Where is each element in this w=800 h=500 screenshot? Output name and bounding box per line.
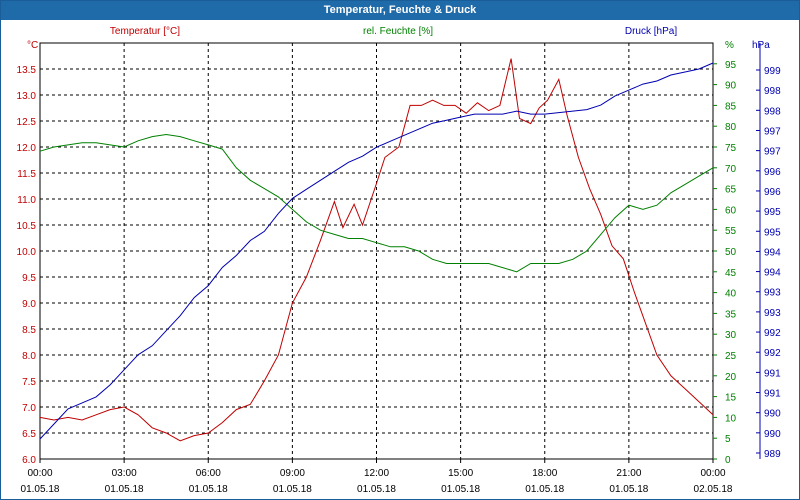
humidity-tick-label: 25 (725, 351, 737, 362)
pressure-tick-label: 998 (764, 106, 781, 117)
temperature-tick-label: 12.0 (17, 143, 37, 154)
time-tick-label: 21:00 (616, 468, 641, 479)
temperature-tick-label: 11.0 (17, 195, 36, 206)
temperature-tick-label: 13.0 (17, 91, 37, 102)
humidity-tick-label: 95 (725, 60, 737, 71)
temperature-tick-label: 12.5 (17, 117, 37, 128)
pressure-tick-label: 991 (764, 389, 781, 400)
humidity-tick-label: 5 (725, 434, 731, 445)
legend-pressure: Druck [hPa] (625, 26, 677, 37)
pressure-tick-label: 997 (764, 147, 781, 158)
humidity-tick-label: 15 (725, 393, 737, 404)
pressure-tick-label: 997 (764, 126, 781, 137)
temperature-axis: 6.0 6.5 7.0 7.5 8.0 8.5 9.0 9.5 10.0 10.5 11.0 11.5… (17, 65, 37, 466)
pressure-series-line (39, 62, 714, 440)
date-tick-label: 01.05.18 (189, 484, 228, 495)
pressure-tick-label: 990 (764, 409, 781, 420)
temperature-tick-label: 10.0 (17, 247, 37, 258)
date-tick-label: 01.05.18 (21, 484, 60, 495)
pressure-tick-label: 994 (764, 268, 781, 279)
humidity-tick-label: 60 (725, 205, 737, 216)
humidity-tick-label: 85 (725, 101, 737, 112)
humidity-tick-label: 80 (725, 122, 737, 133)
temperature-tick-label: 8.5 (22, 325, 36, 336)
humidity-axis: 0 5 10 15 20 25 30 35 40 45 50 55 60 65 70 75 80 85 90 95 (713, 60, 737, 466)
time-tick-label: 03:00 (112, 468, 137, 479)
grid-lines (40, 43, 713, 459)
humidity-tick-label: 40 (725, 289, 737, 300)
date-tick-label: 01.05.18 (525, 484, 564, 495)
temperature-tick-label: 9.5 (22, 273, 36, 284)
humidity-tick-label: 90 (725, 81, 737, 92)
pressure-tick-label: 996 (764, 187, 781, 198)
temperature-tick-label: 9.0 (22, 299, 36, 310)
humidity-tick-label: 75 (725, 143, 737, 154)
pressure-tick-label: 993 (764, 308, 781, 319)
time-tick-label: 06:00 (196, 468, 221, 479)
pressure-tick-label: 991 (764, 368, 781, 379)
legend-humidity: rel. Feuchte [%] (363, 26, 433, 37)
date-tick-label: 02.05.18 (694, 484, 733, 495)
humidity-tick-label: 35 (725, 309, 737, 320)
humidity-series-line (39, 133, 714, 273)
temperature-tick-label: 7.5 (22, 377, 36, 388)
pressure-tick-label: 999 (764, 66, 781, 77)
pressure-tick-label: 995 (764, 207, 781, 218)
date-tick-label: 01.05.18 (609, 484, 648, 495)
series-layer (39, 58, 714, 442)
pressure-unit-label: hPa (752, 40, 770, 51)
pressure-axis: 989 990 990 991 991 992 992 993 993 994 994 995 995 9… (756, 43, 781, 460)
date-tick-label: 01.05.18 (273, 484, 312, 495)
temperature-tick-label: 7.0 (22, 403, 36, 414)
time-tick-label: 12:00 (364, 468, 389, 479)
pressure-tick-label: 989 (764, 449, 781, 460)
humidity-tick-label: 45 (725, 268, 737, 279)
temperature-tick-label: 8.0 (22, 351, 36, 362)
temperature-tick-label: 6.5 (22, 429, 36, 440)
time-tick-label: 00:00 (27, 468, 52, 479)
pressure-tick-label: 992 (764, 348, 781, 359)
pressure-tick-label: 993 (764, 288, 781, 299)
humidity-tick-label: 65 (725, 185, 737, 196)
date-tick-label: 01.05.18 (441, 484, 480, 495)
temperature-tick-label: 13.5 (17, 65, 37, 76)
date-tick-label: 01.05.18 (357, 484, 396, 495)
temperature-tick-label: 6.0 (22, 455, 36, 466)
humidity-unit-label: % (725, 40, 734, 51)
pressure-tick-label: 998 (764, 86, 781, 97)
pressure-tick-label: 995 (764, 227, 781, 238)
humidity-tick-label: 0 (725, 455, 731, 466)
humidity-tick-label: 50 (725, 247, 737, 258)
time-axis: 00:00 01.05.18 03:00 01.05.18 06:00 01.05.18 0… (21, 459, 733, 495)
pressure-tick-label: 996 (764, 167, 781, 178)
pressure-tick-label: 990 (764, 429, 781, 440)
time-tick-label: 09:00 (280, 468, 305, 479)
pressure-tick-label: 994 (764, 247, 781, 258)
humidity-tick-label: 55 (725, 226, 737, 237)
humidity-tick-label: 20 (725, 372, 737, 383)
humidity-tick-label: 70 (725, 164, 737, 175)
temperature-tick-label: 10.5 (17, 221, 37, 232)
temperature-series-line (39, 58, 714, 442)
temperature-tick-label: 11.5 (17, 169, 36, 180)
legend-temperature: Temperatur [°C] (110, 26, 180, 37)
date-tick-label: 01.05.18 (105, 484, 144, 495)
time-tick-label: 18:00 (532, 468, 557, 479)
time-tick-label: 15:00 (448, 468, 473, 479)
humidity-tick-label: 10 (725, 413, 737, 424)
humidity-tick-label: 30 (725, 330, 737, 341)
window-title: Temperatur, Feuchte & Druck (1, 1, 799, 20)
temperature-unit-label: °C (27, 40, 38, 51)
time-tick-label: 00:00 (700, 468, 725, 479)
pressure-tick-label: 992 (764, 328, 781, 339)
